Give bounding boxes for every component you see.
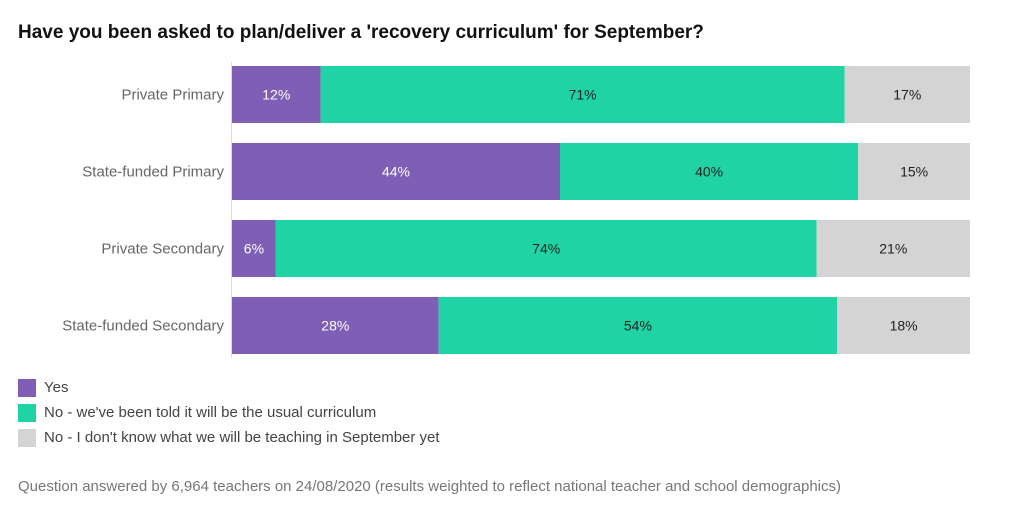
- legend-label: Yes: [44, 379, 69, 396]
- category-label: State-funded Secondary: [62, 318, 224, 335]
- legend-swatch: [18, 378, 36, 397]
- category-labels: Private Primary State-funded Primary Priva…: [62, 87, 224, 335]
- bar-segment[interactable]: [816, 220, 970, 277]
- data-label: 28%: [321, 318, 349, 334]
- category-label: Private Primary: [121, 87, 224, 104]
- data-label: 74%: [532, 241, 560, 257]
- legend-label: No - I don't know what we will be teachi…: [44, 429, 440, 446]
- category-label: Private Secondary: [101, 241, 224, 258]
- bar-segment[interactable]: [232, 220, 276, 277]
- data-label: 18%: [890, 318, 918, 334]
- data-label: 6%: [244, 241, 264, 257]
- data-label: 17%: [893, 87, 921, 103]
- legend-label: No - we've been told it will be the usua…: [44, 404, 377, 421]
- legend-item[interactable]: No - we've been told it will be the usua…: [18, 400, 440, 425]
- bar-segment[interactable]: [232, 143, 560, 200]
- data-label: 40%: [695, 164, 723, 180]
- data-label: 15%: [900, 164, 928, 180]
- data-label: 44%: [382, 164, 410, 180]
- data-label: 12%: [262, 87, 290, 103]
- legend-item[interactable]: No - I don't know what we will be teachi…: [18, 425, 440, 450]
- data-label: 54%: [624, 318, 652, 334]
- bar-segment[interactable]: [232, 297, 439, 354]
- legend-swatch: [18, 428, 36, 447]
- bar-segment[interactable]: [320, 66, 845, 123]
- legend-item[interactable]: Yes: [18, 375, 440, 400]
- bar-segment[interactable]: [275, 220, 817, 277]
- chart-title: Have you been asked to plan/deliver a 'r…: [18, 22, 704, 43]
- bar-segment[interactable]: [232, 66, 321, 123]
- data-label: 21%: [879, 241, 907, 257]
- legend: Yes No - we've been told it will be the u…: [18, 375, 440, 450]
- bar-segment[interactable]: [844, 66, 970, 123]
- bar-segment[interactable]: [837, 297, 970, 354]
- bar-group: 12% 71% 17% 44% 40% 15% 6% 74% 21% 28% 54% 18%: [232, 66, 970, 354]
- category-label: State-funded Primary: [82, 164, 224, 181]
- footnote: Question answered by 6,964 teachers on 2…: [18, 478, 842, 495]
- data-label: 71%: [569, 87, 597, 103]
- bar-segment[interactable]: [560, 143, 859, 200]
- bar-segment[interactable]: [438, 297, 838, 354]
- bar-segment[interactable]: [858, 143, 970, 200]
- legend-swatch: [18, 403, 36, 422]
